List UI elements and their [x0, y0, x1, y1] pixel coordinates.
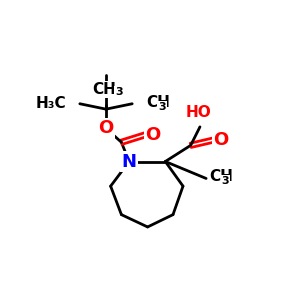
Text: 3: 3	[158, 102, 166, 112]
Text: CH: CH	[146, 95, 170, 110]
Text: O: O	[98, 119, 114, 137]
Text: CH: CH	[209, 169, 233, 184]
Text: 3: 3	[115, 87, 123, 97]
Text: H₃C: H₃C	[35, 96, 66, 111]
Text: 3: 3	[221, 176, 229, 186]
Text: N: N	[122, 152, 136, 170]
Text: O: O	[146, 126, 160, 144]
Text: CH: CH	[92, 82, 116, 97]
Text: HO: HO	[185, 105, 211, 120]
Text: O: O	[213, 131, 228, 149]
